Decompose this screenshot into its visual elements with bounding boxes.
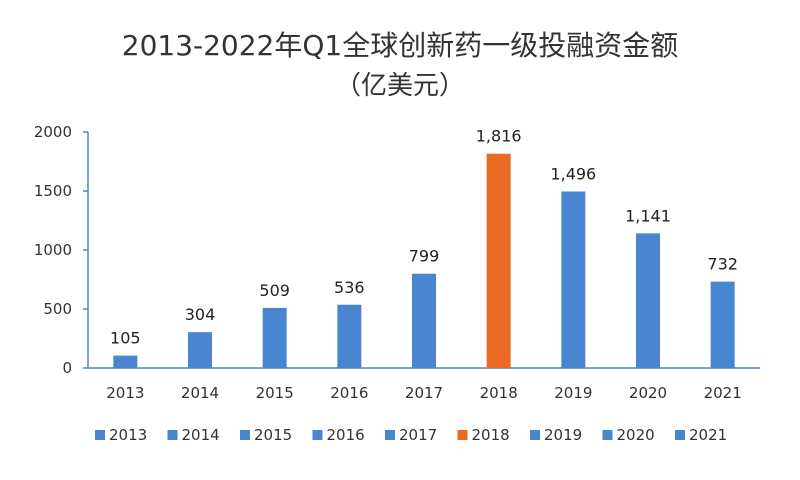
legend-swatch-2016 [312, 430, 323, 440]
x-tick-label-2021: 2021 [704, 384, 742, 402]
data-label-2014: 304 [185, 305, 216, 324]
x-tick-label-2017: 2017 [405, 384, 443, 402]
bar-2017 [412, 273, 436, 368]
legend-label-2021: 2021 [689, 426, 727, 444]
legend: 2013 2014 2015 2016 2017 2018 2019 2020 2021 [95, 426, 727, 444]
bar-2020 [636, 233, 660, 368]
legend-swatch-2021 [675, 430, 685, 440]
x-axis: 2013 2014 2015 2016 2017 2018 2019 2020 2021 [88, 367, 760, 402]
y-axis: 0 500 1000 1500 2000 [34, 123, 89, 377]
bar-2016 [337, 304, 362, 368]
data-label-2018: 1,816 [476, 127, 522, 146]
x-tick-label-2016: 2016 [330, 384, 368, 402]
chart-subtitle: （亿美元） [334, 71, 465, 101]
chart-title: 2013-2022年Q1全球创新药一级投融资金额 （亿美元） [0, 26, 800, 106]
legend-label-2016: 2016 [327, 426, 365, 444]
bar-2015 [262, 307, 287, 368]
bar-2014 [188, 332, 212, 368]
x-tick-label-2020: 2020 [629, 384, 667, 402]
x-tick-label-2018: 2018 [480, 384, 518, 402]
data-label-2016: 536 [334, 278, 365, 297]
legend-swatch-2020 [602, 430, 613, 440]
legend-label-2019: 2019 [544, 426, 582, 444]
bar-2018 [486, 153, 511, 368]
data-label-2020: 1,141 [625, 206, 671, 225]
legend-swatch-2017 [385, 430, 395, 440]
x-tick-label-2014: 2014 [181, 384, 219, 402]
data-labels: 105 304 509 536 799 1,816 1,496 1,141 732 [110, 127, 738, 348]
x-tick-label-2015: 2015 [256, 384, 294, 402]
legend-label-2015: 2015 [254, 426, 292, 444]
data-label-2021: 732 [707, 255, 738, 274]
legend-label-2017: 2017 [399, 426, 437, 444]
legend-swatch-2018 [457, 430, 468, 440]
data-label-2017: 799 [409, 247, 440, 266]
legend-label-2020: 2020 [617, 426, 655, 444]
x-tick-label-2013: 2013 [106, 384, 144, 402]
data-label-2019: 1,496 [550, 164, 596, 183]
y-tick-label: 1000 [34, 241, 72, 259]
y-tick-label: 0 [62, 359, 72, 377]
legend-label-2013: 2013 [109, 426, 147, 444]
bar-series [113, 153, 735, 368]
bar-2013 [113, 355, 138, 368]
legend-swatch-2013 [95, 430, 105, 440]
legend-label-2014: 2014 [182, 426, 220, 444]
legend-swatch-2019 [530, 430, 540, 440]
legend-label-2018: 2018 [472, 426, 510, 444]
y-tick-label: 2000 [34, 123, 72, 141]
bar-2021 [710, 281, 735, 368]
chart-title-text: 2013-2022年Q1全球创新药一级投融资金额 [121, 29, 679, 62]
x-tick-label-2019: 2019 [554, 384, 592, 402]
y-tick-label: 1500 [34, 182, 72, 200]
data-label-2013: 105 [110, 329, 141, 348]
legend-swatch-2015 [240, 430, 250, 440]
data-label-2015: 509 [259, 281, 290, 300]
bar-2019 [561, 191, 586, 368]
legend-swatch-2014 [167, 430, 178, 440]
y-tick-label: 500 [43, 300, 72, 318]
